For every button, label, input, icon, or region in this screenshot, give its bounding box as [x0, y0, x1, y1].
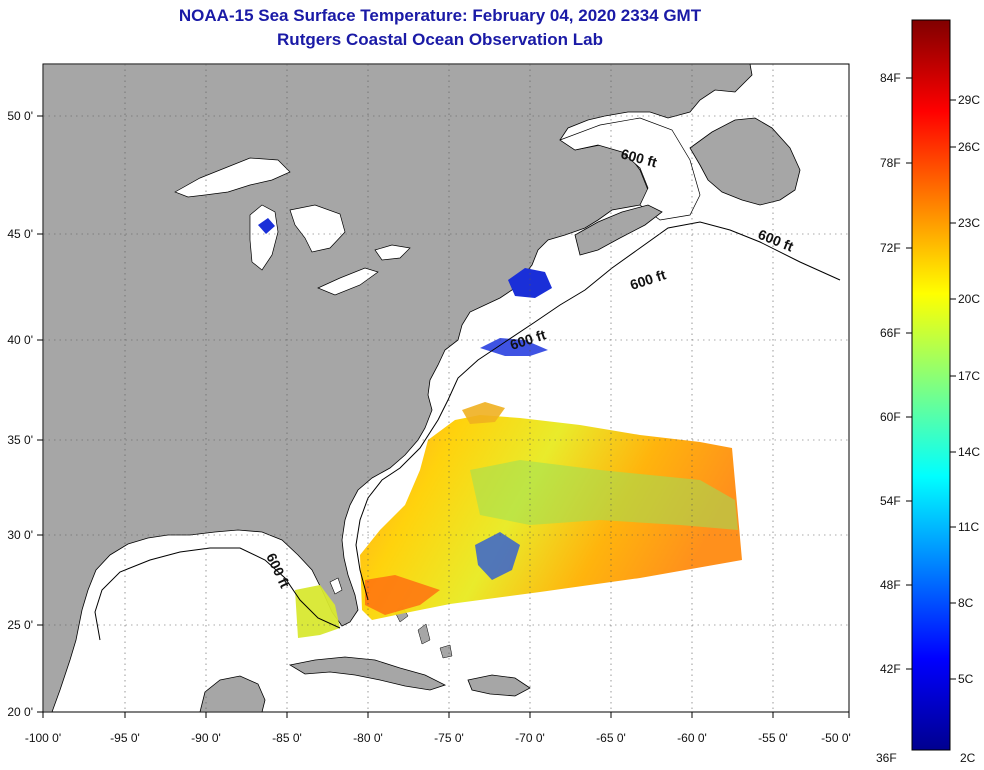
- lat-tick-label: 30 0': [7, 528, 33, 542]
- lat-tick-label: 35 0': [7, 433, 33, 447]
- sst-green-band: [470, 460, 738, 530]
- land-newfoundland: [689, 117, 801, 206]
- sst-cold-gulf-maine: [508, 268, 552, 298]
- colorbar: [911, 19, 951, 751]
- lake-erie: [317, 267, 379, 296]
- lon-tick-label: -100 0': [25, 731, 61, 745]
- colorbar-f-label: 72F: [880, 241, 901, 255]
- lon-tick-label: -70 0': [515, 731, 545, 745]
- colorbar-f-label: 84F: [880, 71, 901, 85]
- sst-warm-gulfstream: [365, 575, 440, 615]
- sst-cold-patch: [475, 532, 520, 580]
- lat-tick-label: 25 0': [7, 618, 33, 632]
- sst-cold-lake: [258, 218, 275, 234]
- lat-tick-label: 20 0': [7, 705, 33, 719]
- lat-tick-label: 40 0': [7, 333, 33, 347]
- sst-cold-mid-atlantic: [480, 338, 548, 356]
- colorbar-c-label: 17C: [958, 369, 980, 383]
- lon-tick-label: -65 0': [596, 731, 626, 745]
- lake-ontario: [374, 244, 411, 261]
- colorbar-c-label: 29C: [958, 93, 980, 107]
- colorbar-c-label: 2C: [960, 751, 976, 765]
- lon-tick-label: -95 0': [110, 731, 140, 745]
- land-nova-scotia: [574, 204, 663, 256]
- lon-tick-label: -50 0': [821, 731, 851, 745]
- colorbar-f-label: 48F: [880, 578, 901, 592]
- lon-tick-label: -55 0': [758, 731, 788, 745]
- gulf-st-lawrence: [559, 117, 701, 221]
- sst-warm-patch: [462, 402, 505, 424]
- land-north-america: [43, 64, 753, 712]
- map-subtitle: Rutgers Coastal Ocean Observation Lab: [277, 30, 603, 49]
- lake-huron: [289, 204, 346, 253]
- sst-gulf-patch: [295, 585, 340, 638]
- axis-ticks: [37, 115, 850, 718]
- lat-tick-label: 45 0': [7, 227, 33, 241]
- colorbar-f-label: 60F: [880, 410, 901, 424]
- land-yucatan: [199, 675, 266, 712]
- land-hispaniola: [467, 674, 531, 697]
- colorbar-f-label: 42F: [880, 662, 901, 676]
- graticule: [43, 64, 849, 712]
- map-title: NOAA-15 Sea Surface Temperature: Februar…: [178, 6, 702, 25]
- lon-tick-label: -60 0': [677, 731, 707, 745]
- lon-tick-label: -85 0': [272, 731, 302, 745]
- colorbar-c-label: 20C: [958, 292, 980, 306]
- colorbar-f-label: 54F: [880, 494, 901, 508]
- colorbar-c-label: 14C: [958, 445, 980, 459]
- colorbar-c-label: 8C: [958, 596, 974, 610]
- lake-okeechobee: [329, 577, 343, 595]
- land-cuba: [288, 656, 447, 691]
- lon-tick-label: -75 0': [434, 731, 464, 745]
- colorbar-c-label: 23C: [958, 216, 980, 230]
- colorbar-c-label: 5C: [958, 672, 974, 686]
- colorbar-f-label: 78F: [880, 156, 901, 170]
- lon-tick-label: -90 0': [191, 731, 221, 745]
- colorbar-f-label: 66F: [880, 326, 901, 340]
- colorbar-c-label: 26C: [958, 140, 980, 154]
- colorbar-c-label: 11C: [958, 520, 979, 534]
- colorbar-ticks: [906, 77, 956, 680]
- lake-superior: [174, 157, 291, 198]
- colorbar-f-label: 36F: [876, 751, 897, 765]
- lon-tick-label: -80 0': [353, 731, 383, 745]
- lake-michigan: [249, 204, 279, 271]
- lat-tick-label: 50 0': [7, 109, 33, 123]
- isobath-600ft: [94, 221, 841, 641]
